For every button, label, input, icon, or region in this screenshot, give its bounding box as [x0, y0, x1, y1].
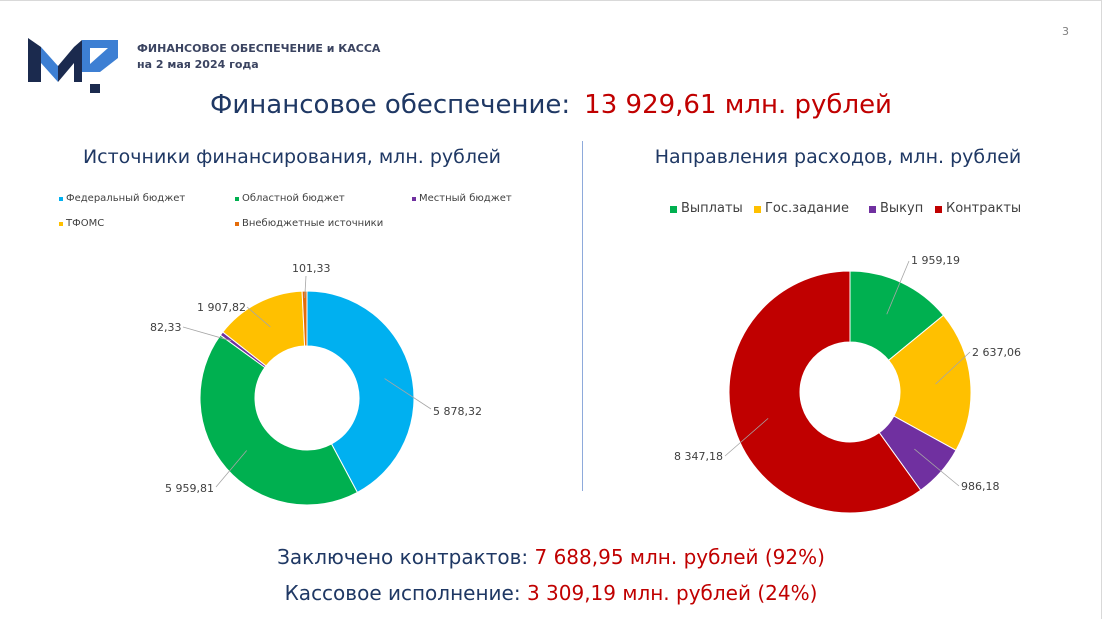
legend-marker: [670, 205, 677, 213]
expenses-leader-line: [886, 260, 910, 315]
logo-icon: [28, 38, 118, 93]
legend-label: Федеральный бюджет: [66, 193, 186, 204]
cash-summary: Кассовое исполнение: 3 309,19 млн. рубле…: [0, 579, 1101, 607]
expenses-leader-line: [914, 448, 960, 487]
slide-header: ФИНАНСОВОЕ ОБЕСПЕЧЕНИЕ и КАССА на 2 мая …: [137, 41, 380, 73]
sources-leader-line: [304, 275, 307, 299]
legend-item-contracts: Контракты: [935, 201, 1021, 217]
sources-data-label-local: 82,33: [150, 321, 182, 334]
legend-label: Контракты: [946, 201, 1022, 216]
sources-leader-line: [246, 306, 271, 328]
legend-marker: [754, 205, 761, 213]
legend-item-local-budget: Местный бюджет: [412, 192, 512, 206]
expenses-data-labels: 1 959,19 2 637,06 986,18 8 347,18: [674, 254, 1021, 493]
legend-label: Местный бюджет: [419, 193, 512, 204]
sources-leader-lines: [182, 275, 432, 488]
vertical-divider: [582, 141, 583, 491]
sources-data-label-regional: 5 959,81: [165, 482, 214, 495]
sources-donut-slice: [199, 334, 359, 506]
expenses-data-label-state-task: 2 637,06: [972, 346, 1021, 359]
sources-data-label-offbudget: 101,33: [292, 262, 331, 275]
sources-leader-line: [182, 326, 232, 342]
sources-leader-line: [215, 450, 247, 488]
sources-donut-chart: 5 878,32 5 959,81 82,33 1 907,82 101,33: [150, 262, 482, 506]
legend-item-federal-budget: Федеральный бюджет: [59, 192, 185, 206]
page-number: 3: [1062, 25, 1069, 38]
expenses-donut-slice: [887, 314, 972, 451]
expenses-leader-line: [724, 418, 769, 457]
cash-value: 3 309,19 млн. рублей (24%): [526, 581, 818, 605]
expenses-data-label-buyout: 986,18: [961, 480, 1000, 493]
legend-item-buyout: Выкуп: [869, 201, 923, 217]
expenses-donut-chart: 1 959,19 2 637,06 986,18 8 347,18: [674, 254, 1021, 514]
sources-slices: [199, 290, 415, 506]
legend-marker: [235, 222, 239, 226]
expenses-chart-title: Направления расходов, млн. рублей: [654, 146, 1022, 168]
cash-label: Кассовое исполнение:: [284, 581, 521, 605]
legend-marker: [869, 205, 876, 213]
sources-data-labels: 5 878,32 5 959,81 82,33 1 907,82 101,33: [150, 262, 482, 495]
legend-label: Выкуп: [880, 201, 924, 216]
legend-label: Внебюджетные источники: [242, 218, 384, 229]
header-date: на 2 мая 2024 года: [137, 58, 259, 71]
header-title: ФИНАНСОВОЕ ОБЕСПЕЧЕНИЕ и КАССА: [137, 42, 381, 55]
sources-donut-slice: [301, 290, 308, 347]
expenses-donut-slice: [728, 270, 922, 514]
expenses-data-label-payments: 1 959,19: [911, 254, 960, 267]
legend-item-regional-budget: Областной бюджет: [235, 192, 345, 206]
sources-chart-title: Источники финансирования, млн. рублей: [82, 146, 502, 168]
legend-label: Выплаты: [681, 201, 743, 216]
legend-label: Областной бюджет: [242, 193, 345, 204]
legend-marker: [59, 197, 63, 201]
legend-item-tfoms: ТФОМС: [59, 217, 104, 231]
sources-data-label-tfoms: 1 907,82: [197, 301, 246, 314]
legend-label: ТФОМС: [66, 218, 105, 229]
expenses-leader-lines: [724, 260, 971, 487]
legend-marker: [935, 205, 942, 213]
contracts-value: 7 688,95 млн. рублей (92%): [534, 545, 825, 569]
page-title: Финансовое обеспечение: 13 929,61 млн. ру…: [0, 89, 1101, 121]
contracts-label: Заключено контрактов:: [277, 545, 529, 569]
sources-data-label-federal: 5 878,32: [433, 405, 482, 418]
title-label: Финансовое обеспечение:: [210, 90, 571, 120]
legend-marker: [235, 197, 239, 201]
legend-item-offbudget: Внебюджетные источники: [235, 217, 383, 231]
sources-leader-line: [384, 378, 432, 410]
legend-item-state-task: Гос.задание: [754, 201, 849, 217]
legend-label: Гос.задание: [765, 201, 849, 216]
contracts-summary: Заключено контрактов: 7 688,95 млн. рубл…: [0, 543, 1101, 571]
title-value: 13 929,61 млн. рублей: [584, 90, 892, 120]
legend-marker: [59, 222, 63, 226]
legend-item-payments: Выплаты: [670, 201, 743, 217]
expenses-leader-line: [935, 351, 971, 385]
expenses-data-label-contracts: 8 347,18: [674, 450, 723, 463]
sources-donut-slice: [306, 290, 415, 494]
legend-marker: [412, 197, 416, 201]
expenses-slices: [728, 270, 972, 514]
